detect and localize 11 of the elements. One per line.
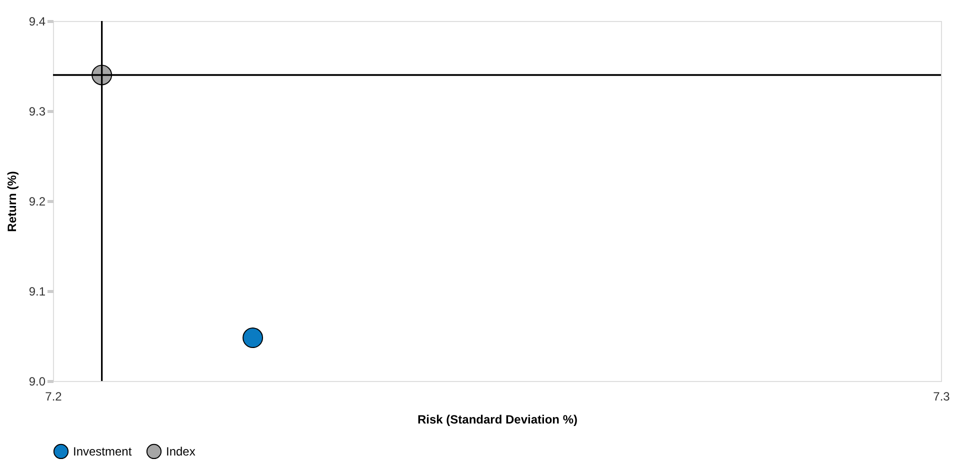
x-tick-label: 7.2: [45, 390, 62, 404]
legend-label: Index: [166, 444, 196, 458]
y-tick-label: 9.2: [28, 194, 46, 208]
y-tick-label: 9.1: [28, 284, 46, 298]
y-tick-label: 9.0: [28, 374, 46, 388]
y-tick-label: 9.3: [28, 104, 46, 118]
legend-label: Investment: [73, 444, 132, 458]
x-tick-label: 7.3: [933, 390, 950, 404]
y-axis-title: Return (%): [4, 171, 19, 232]
y-tick-label: 9.4: [28, 14, 46, 28]
x-axis-title: Risk (Standard Deviation %): [417, 412, 578, 426]
